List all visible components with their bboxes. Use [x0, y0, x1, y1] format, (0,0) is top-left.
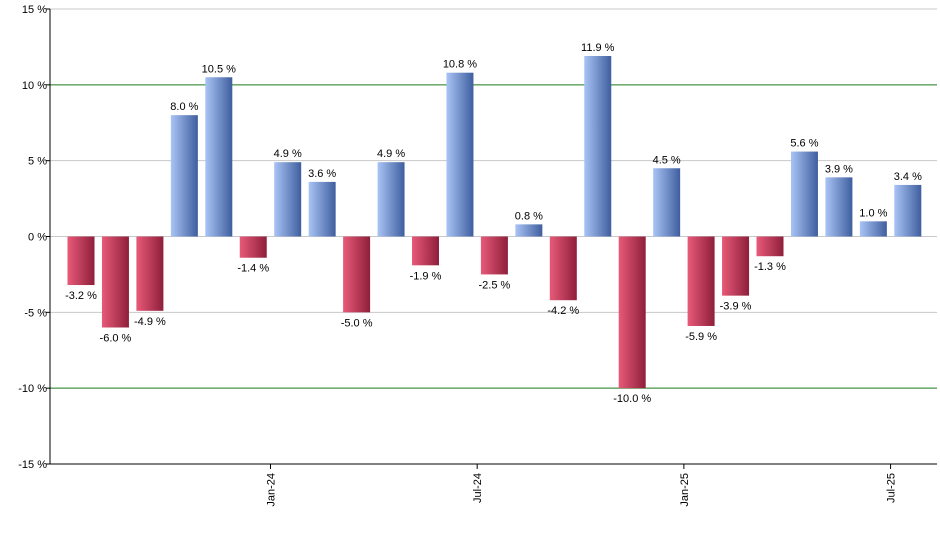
- bar-positive: [894, 184, 922, 237]
- x-tick-label: Jul-24: [472, 473, 484, 503]
- data-label: -1.9 %: [410, 270, 442, 282]
- x-axis-ticks: Jan-24 Jul-24 Jan-25 Jul-25: [265, 464, 898, 507]
- data-label: -5.0 %: [341, 317, 373, 329]
- y-tick-label: 0 %: [28, 232, 47, 244]
- bar-positive: [446, 72, 474, 237]
- bar-negative: [67, 236, 95, 286]
- bar-positive: [790, 151, 818, 237]
- bars: [67, 56, 922, 389]
- bar-positive: [859, 221, 887, 237]
- y-tick-label: -15 %: [18, 459, 47, 471]
- data-label: 5.6 %: [790, 138, 818, 150]
- bar-positive: [308, 181, 336, 237]
- y-tick-label: 5 %: [28, 156, 47, 168]
- bar-positive: [653, 168, 681, 237]
- bar-positive: [825, 177, 853, 237]
- bar-positive: [584, 56, 612, 237]
- y-tick-label: 15 %: [22, 4, 47, 16]
- data-label: -2.5 %: [479, 279, 511, 291]
- data-labels: -3.2 % -6.0 %-4.9 % 8.0 % 10.5 % -1.4 % 4.9 %…: [65, 42, 922, 405]
- y-tick-label: -10 %: [18, 383, 47, 395]
- data-label: -1.3 %: [754, 261, 786, 273]
- bar-positive: [205, 77, 233, 237]
- data-label: 3.4 %: [894, 171, 922, 183]
- x-tick-label: Jan-25: [679, 473, 691, 507]
- data-label: 10.8 %: [443, 59, 477, 71]
- data-label: -4.2 %: [547, 305, 579, 317]
- bar-negative: [756, 236, 784, 257]
- bar-positive: [170, 115, 198, 237]
- data-label: -4.9 %: [134, 316, 166, 328]
- data-label: -10.0 %: [613, 393, 651, 405]
- data-label: 3.6 %: [308, 168, 336, 180]
- axes: [49, 9, 937, 465]
- bar-negative: [239, 236, 267, 258]
- y-axis-ticks: 15 % 10 % 5 % 0 % -5 % -10 % -15 %: [18, 4, 50, 471]
- data-label: 1.0 %: [859, 207, 887, 219]
- bar-positive: [274, 162, 302, 237]
- bar-negative: [412, 236, 439, 266]
- data-label: -3.2 %: [65, 290, 97, 302]
- data-label: 10.5 %: [202, 63, 236, 75]
- data-label: -3.9 %: [720, 301, 752, 313]
- bar-negative: [687, 236, 715, 326]
- data-label: 4.9 %: [274, 148, 302, 160]
- data-label: 4.5 %: [653, 154, 681, 166]
- data-label: 8.0 %: [170, 101, 198, 113]
- bar-negative: [136, 236, 164, 311]
- bar-positive: [377, 162, 405, 237]
- data-label: 0.8 %: [515, 210, 543, 222]
- bar-negative: [549, 236, 577, 301]
- x-tick-label: Jul-25: [886, 473, 898, 503]
- y-tick-label: 10 %: [22, 80, 47, 92]
- data-label: -1.4 %: [237, 263, 269, 275]
- data-label: -5.9 %: [685, 331, 717, 343]
- bar-negative: [618, 236, 646, 389]
- y-tick-label: -5 %: [24, 307, 47, 319]
- bar-negative: [722, 236, 750, 296]
- data-label: 3.9 %: [825, 163, 853, 175]
- data-label: 4.9 %: [377, 148, 405, 160]
- x-tick-label: Jan-24: [265, 473, 277, 507]
- bar-negative: [480, 236, 508, 275]
- bar-negative: [101, 236, 129, 328]
- bar-positive: [515, 224, 543, 237]
- bar-negative: [343, 236, 371, 313]
- data-label: -6.0 %: [100, 333, 132, 345]
- data-label: 11.9 %: [581, 42, 615, 54]
